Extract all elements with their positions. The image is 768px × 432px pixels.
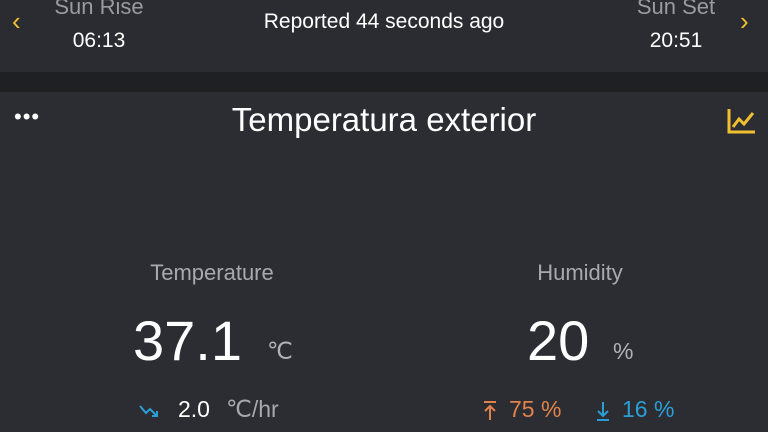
sunrise-time: 06:13 [72,29,126,52]
sensor-card [0,92,768,432]
humidity-min: 16 % [622,396,675,422]
humidity-label: Humidity [537,260,623,285]
temperature-trend-unit: ℃/hr [226,396,279,422]
temperature-value: 37.1 [133,309,242,372]
humidity-max: 75 % [509,396,562,422]
reported-status: Reported 44 seconds ago [263,10,505,33]
line-chart-icon[interactable] [727,108,757,134]
chevron-right-icon[interactable]: › [740,6,749,36]
sunrise-label: Sun Rise [54,0,144,19]
trending-down-icon [139,405,158,417]
chevron-left-icon[interactable]: ‹ [12,6,21,36]
humidity-unit: % [613,338,634,364]
humidity-value: 20 [527,309,590,372]
sunset-time: 20:51 [649,29,703,52]
sunset-label: Sun Set [636,0,716,19]
temperature-unit: ℃ [267,338,293,364]
more-horizontal-icon[interactable]: ••• [14,104,41,129]
arrow-up-to-line-icon [484,401,496,420]
card-title: Temperatura exterior [231,101,537,138]
arrow-down-to-line-icon [597,402,609,421]
divider [0,72,768,92]
temperature-label: Temperature [150,260,274,285]
sun-header [0,0,768,72]
temperature-trend-value: 2.0 [178,396,210,422]
